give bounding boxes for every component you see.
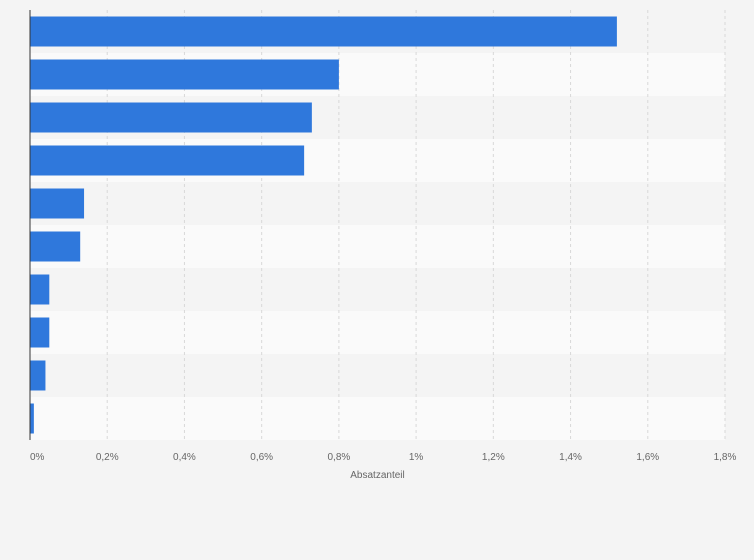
x-axis-title: Absatzanteil (350, 470, 404, 481)
x-tick-label: 1,8% (714, 452, 737, 463)
x-tick-label: 1% (409, 452, 424, 463)
bar (30, 274, 50, 305)
bar (30, 403, 34, 434)
bars (30, 16, 617, 434)
x-tick-label: 1,6% (636, 452, 659, 463)
x-tick-label: 0,6% (250, 452, 273, 463)
x-tick-label: 1,4% (559, 452, 582, 463)
bar (30, 317, 50, 348)
row-band (30, 268, 725, 311)
bar (30, 188, 85, 219)
bar (30, 231, 81, 262)
x-tick-label: 1,2% (482, 452, 505, 463)
x-tick-label: 0,2% (96, 452, 119, 463)
row-bands (30, 10, 725, 440)
row-band (30, 225, 725, 268)
row-band (30, 397, 725, 440)
row-band (30, 311, 725, 354)
row-band (30, 182, 725, 225)
bar (30, 145, 305, 176)
bar (30, 16, 617, 47)
x-axis-ticks: 0% 0,2% 0,4% 0,6% 0,8% 1% 1,2% 1,4% 1,6% 1,8% (30, 452, 737, 463)
row-band (30, 354, 725, 397)
bar (30, 360, 46, 391)
x-tick-label: 0,8% (327, 452, 350, 463)
x-tick-label: 0,4% (173, 452, 196, 463)
bar (30, 59, 339, 90)
bar (30, 102, 312, 133)
x-tick-label: 0% (30, 452, 45, 463)
